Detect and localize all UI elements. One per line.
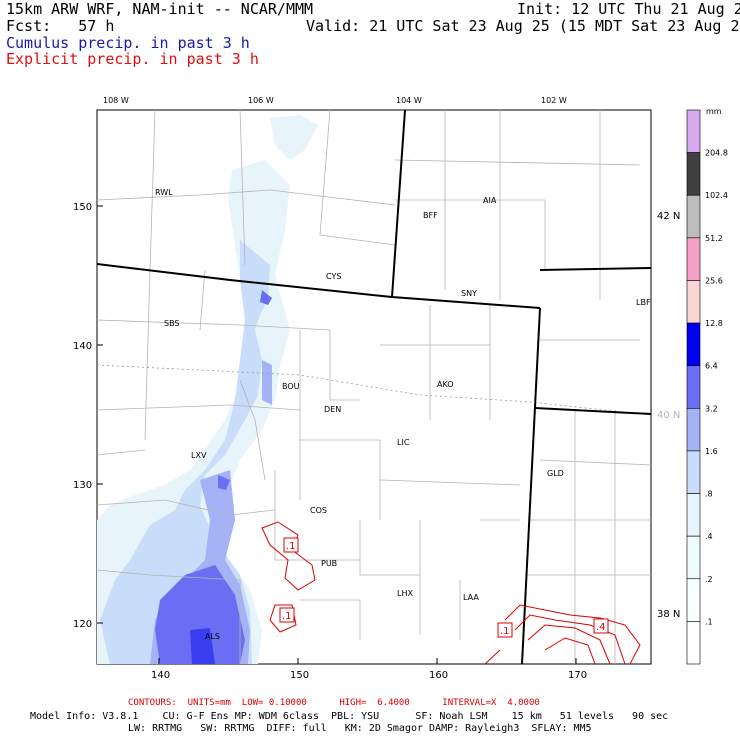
y-tick-label: 120: [73, 619, 92, 630]
colorbar-swatch: [686, 450, 701, 494]
forecast-hour: Fcst: 57 h: [6, 17, 115, 35]
colorbar-swatch: [686, 365, 701, 409]
station-labels: RWL BFF AIA CYS SNY LBF SBS BOU AKO DEN …: [155, 188, 651, 641]
colorbar-swatch: [686, 237, 701, 281]
latitude-label: 42 N: [657, 211, 680, 222]
colorbar-label: 204.8: [705, 149, 728, 158]
latitude-labels: 42 N 40 N 38 N: [657, 211, 680, 620]
station-label: SBS: [164, 319, 180, 328]
title-left: 15km ARW WRF, NAM-init -- NCAR/MMM: [6, 0, 314, 18]
longitude-label: 104 W: [396, 96, 422, 105]
latitude-label: 40 N: [657, 410, 680, 421]
colorbar-label: .2: [705, 575, 713, 584]
contour-label: .4: [596, 622, 606, 633]
colorbar-unit: mm: [706, 107, 722, 116]
colorbar-label: 51.2: [705, 234, 723, 243]
cumulus-legend: Cumulus precip. in past 3 h: [6, 34, 250, 52]
station-label: AKO: [437, 380, 454, 389]
contour-label: .1: [282, 611, 292, 622]
longitude-label: 106 W: [248, 96, 274, 105]
station-label: LBF: [636, 298, 651, 307]
contour-info: CONTOURS: UNITS=mm LOW= 0.10000 HIGH= 6.…: [128, 698, 540, 708]
x-tick-label: 160: [429, 670, 448, 681]
init-time: Init: 12 UTC Thu 21 Aug 25: [517, 0, 740, 18]
colorbar-swatch: [686, 194, 701, 239]
contour-labels: .1 .1 .1 .4: [279, 537, 609, 638]
x-axis-labels: 140 150 160 170: [151, 670, 587, 681]
county-lines: [97, 110, 651, 664]
station-label: AIA: [483, 196, 497, 205]
station-label: LHX: [397, 589, 413, 598]
colorbar-swatch: [686, 322, 701, 366]
colorbar-label: 1.6: [705, 447, 718, 456]
y-tick-label: 130: [73, 480, 92, 491]
colorbar-swatch: [686, 408, 701, 452]
latitude-label: 38 N: [657, 609, 680, 620]
model-info-line2: LW: RRTMG SW: RRTMG DIFF: full KM: 2D Sm…: [128, 723, 592, 734]
station-label: LIC: [397, 438, 410, 447]
valid-time: Valid: 21 UTC Sat 23 Aug 25 (15 MDT Sat …: [306, 17, 740, 35]
station-label: LXV: [191, 451, 207, 460]
latitude-line: [97, 364, 651, 416]
axis-ticks: [97, 205, 577, 664]
colorbar-swatch: [686, 621, 701, 665]
colorbar-label: .8: [705, 490, 713, 499]
station-label: BOU: [282, 382, 300, 391]
colorbar-label: .4: [705, 532, 713, 541]
colorbar-swatch: [686, 152, 701, 196]
station-label: SNY: [461, 289, 477, 298]
station-label: DEN: [324, 405, 341, 414]
y-tick-label: 140: [73, 341, 92, 352]
longitude-label: 102 W: [541, 96, 567, 105]
colorbar-swatch: [686, 280, 701, 324]
y-axis-labels: 150 140 130 120: [73, 202, 92, 630]
colorbar-swatch: [686, 109, 701, 153]
colorbar-swatch: [686, 578, 701, 622]
longitude-labels: 108 W 106 W 104 W 102 W: [103, 96, 567, 105]
contour-label: .1: [500, 626, 510, 637]
colorbar-label: 102.4: [705, 191, 728, 200]
y-tick-label: 150: [73, 202, 92, 213]
model-info-line1: Model Info: V3.8.1 CU: G-F Ens MP: WDM 6…: [30, 711, 669, 722]
station-label: PUB: [321, 559, 337, 568]
explicit-legend: Explicit precip. in past 3 h: [6, 50, 259, 68]
state-borders: [97, 110, 651, 664]
colorbar-label: 3.2: [705, 404, 718, 413]
station-label: RWL: [155, 188, 173, 197]
colorbar-swatch: [686, 535, 701, 580]
station-label: COS: [310, 506, 327, 515]
x-tick-label: 140: [151, 670, 170, 681]
x-tick-label: 170: [568, 670, 587, 681]
cumulus-precip-shading: [97, 115, 318, 664]
contour-label: .1: [286, 541, 296, 552]
station-label: CYS: [326, 272, 341, 281]
station-label: LAA: [463, 593, 479, 602]
colorbar: 204.8 102.4 51.2 25.6 12.8 6.4 3.2 1.6 .8 .4 .2 .1: [686, 109, 728, 665]
longitude-label: 108 W: [103, 96, 129, 105]
x-tick-label: 150: [290, 670, 309, 681]
colorbar-label: .1: [705, 617, 713, 626]
colorbar-label: 25.6: [705, 276, 723, 285]
station-label: ALS: [205, 632, 220, 641]
colorbar-label: 6.4: [705, 362, 718, 371]
colorbar-label: 12.8: [705, 319, 723, 328]
explicit-contours: [261, 521, 641, 664]
station-label: GLD: [547, 469, 564, 478]
station-label: BFF: [423, 211, 438, 220]
colorbar-swatch: [686, 493, 701, 537]
